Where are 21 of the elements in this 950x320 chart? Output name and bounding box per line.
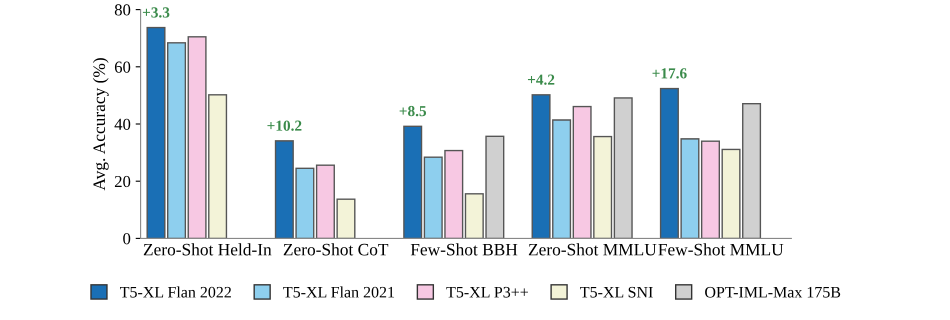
x-tick-label: Zero-Shot CoT: [284, 243, 388, 256]
annotation: +3.3: [142, 7, 170, 18]
y-tick-label: 80: [114, 4, 130, 16]
x-tick-label: Zero-Shot MMLU: [528, 243, 656, 256]
legend-label: OPT-IML-Max 175B: [705, 286, 840, 298]
y-tick-label: 20: [114, 176, 130, 188]
annotation: +17.6: [652, 68, 687, 79]
legend-label: T5-XL Flan 2021: [283, 286, 394, 298]
y-tick-label: 40: [114, 118, 130, 130]
annotation: +4.2: [528, 74, 554, 85]
y-tick-label: 60: [114, 62, 130, 73]
x-tick-label: Few-Shot MMLU: [658, 243, 784, 256]
legend-label: T5-XL SNI: [580, 286, 653, 298]
x-tick-label: Zero-Shot Held-In: [144, 243, 272, 256]
y-tick-label: 0: [123, 233, 130, 244]
legend-label: T5-XL P3++: [446, 286, 528, 298]
annotation: +8.5: [400, 106, 426, 116]
y-axis-title: Avg. Accuracy (%): [92, 58, 109, 190]
annotation: +10.2: [267, 120, 302, 131]
legend-label: T5-XL Flan 2022: [120, 286, 231, 298]
x-tick-label: Few-Shot BBH: [410, 243, 518, 256]
